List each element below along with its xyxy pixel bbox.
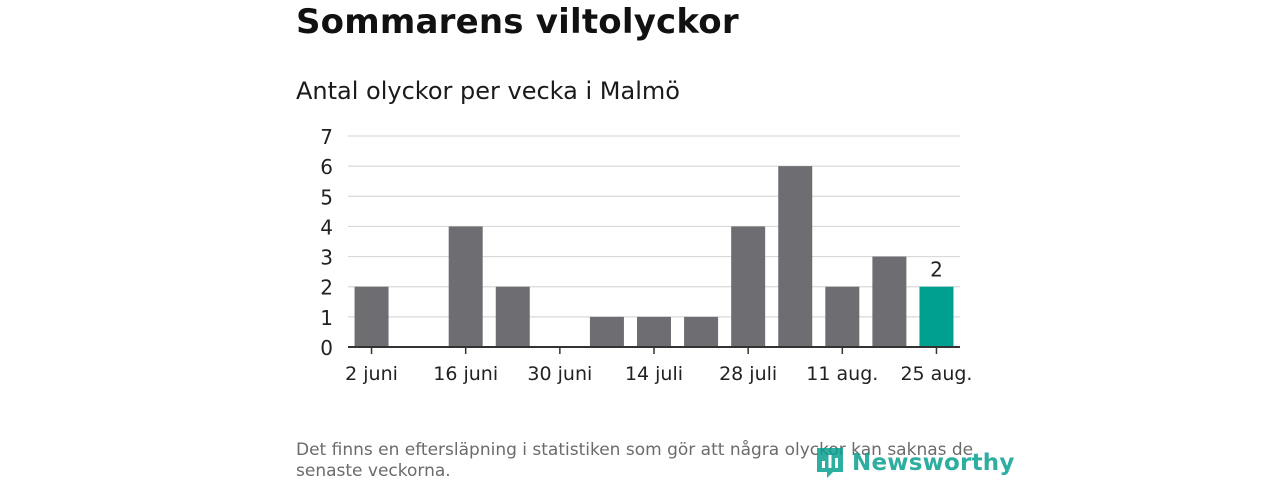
bar-14-juli <box>637 316 671 347</box>
gridlines <box>348 135 960 318</box>
y-tick-label: 1 <box>320 306 333 330</box>
bar-16-juni <box>448 226 483 347</box>
x-tick-label: 11 aug. <box>806 363 878 385</box>
bars <box>354 166 954 347</box>
bar-18-aug- <box>872 256 907 347</box>
bar-4-aug- <box>778 166 813 347</box>
y-tick-label: 4 <box>320 215 333 239</box>
x-tick-label: 2 juni <box>345 363 398 385</box>
bar-23-juni <box>495 286 530 347</box>
brand-logo: Newsworthy <box>815 446 1015 480</box>
y-tick-label: 7 <box>320 125 333 149</box>
x-tick-label: 28 juli <box>719 363 777 385</box>
bar-2-juni <box>354 286 389 347</box>
bar-11-aug- <box>825 286 860 347</box>
data-label: 2 <box>930 258 943 282</box>
y-tick-label: 6 <box>320 155 333 179</box>
y-tick-label: 2 <box>320 276 333 300</box>
bar-28-juli <box>731 226 766 347</box>
x-axis-ticks: 2 juni 16 juni 30 juni 14 juli 28 juli 11 aug… <box>345 347 972 385</box>
x-tick-label: 30 juni <box>527 363 592 385</box>
footnote: Det finns en eftersläpning i statistiken… <box>296 440 974 480</box>
brand-name: Newsworthy <box>852 450 1015 476</box>
newsworthy-logo-icon <box>817 448 843 478</box>
page-title: Sommarens viltolyckor <box>296 2 739 42</box>
x-tick-label: 14 juli <box>625 363 683 385</box>
x-tick-label: 25 aug. <box>900 363 972 385</box>
bar-21-juli <box>684 316 719 347</box>
chart-subtitle: Antal olyckor per vecka i Malmö <box>296 77 680 105</box>
y-axis-ticks: 0 1 2 3 4 5 6 7 <box>320 125 333 360</box>
x-tick-label: 16 juni <box>433 363 498 385</box>
y-tick-label: 3 <box>320 246 333 270</box>
y-tick-label: 5 <box>320 185 333 209</box>
bar-7-juli <box>589 316 624 347</box>
y-tick-label: 0 <box>320 336 333 360</box>
data-labels: 2 <box>930 258 943 282</box>
bar-25-aug- <box>919 286 954 347</box>
